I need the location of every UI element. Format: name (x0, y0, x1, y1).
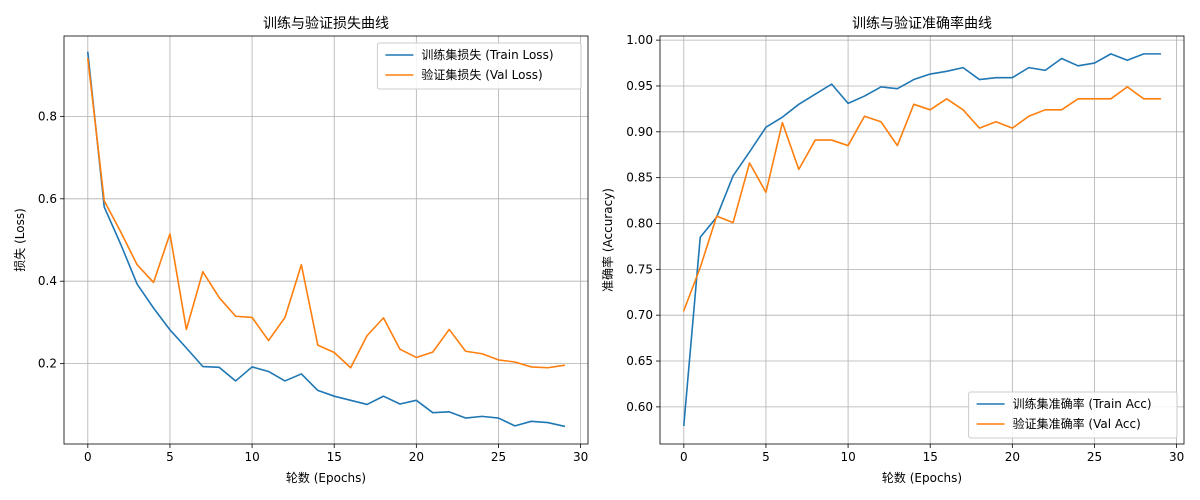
chart-title: 训练与验证损失曲线 (263, 16, 389, 32)
y-tick-label: 0.6 (38, 192, 57, 206)
y-tick-label: 0.2 (38, 357, 57, 371)
legend-box (376, 42, 582, 90)
axes-frame (659, 35, 1185, 445)
series-line-2 (86, 57, 566, 369)
x-tick-label: 10 (840, 450, 855, 464)
legend: 训练集准确率 (Train Acc) 验证集准确率 (Val Acc) (968, 391, 1178, 439)
chart-title: 训练与验证准确率曲线 (852, 15, 992, 32)
legend-entry: 训练集准确率 (Train Acc) (1013, 396, 1152, 411)
x-tick-label: 30 (573, 450, 588, 464)
y-tick-label: 0.65 (626, 354, 653, 368)
x-tick-label: 30 (1169, 450, 1184, 464)
y-tick-label: 0.4 (38, 274, 57, 288)
legend-entry: 验证集准确率 (Val Acc) (1013, 416, 1141, 431)
chart-2: 0 5 10 15 20 25 30 0.60 0.65 0.70 0.75 0.80 0.85 0.90… (600, 15, 1185, 485)
legend-box (968, 391, 1178, 439)
y-tick-label: 0.90 (626, 125, 653, 139)
legend-entry: 训练集损失 (Train Loss) (421, 47, 553, 62)
x-tick-label: 5 (166, 450, 174, 464)
x-tick-label: 0 (84, 450, 92, 464)
y-tick-label: 0.60 (626, 400, 653, 414)
y-tick-label: 0.75 (626, 262, 653, 276)
x-tick-label: 15 (923, 450, 938, 464)
series-line-1 (86, 51, 566, 428)
x-tick-label: 20 (1005, 450, 1020, 464)
x-tick-label: 0 (680, 450, 688, 464)
x-tick-label: 5 (762, 450, 770, 464)
x-axis-label: 轮数 (Epochs) (882, 470, 962, 485)
grid (660, 36, 1184, 444)
y-tick-label: 1.00 (626, 33, 653, 47)
y-tick-label: 0.95 (626, 79, 653, 93)
x-tick-label: 20 (409, 450, 424, 464)
x-tick-label: 15 (327, 450, 342, 464)
y-tick-label: 0.85 (626, 171, 653, 185)
y-axis-label: 损失 (Loss) (12, 208, 27, 272)
y-tick-label: 0.80 (626, 216, 653, 230)
x-tick-label: 25 (491, 450, 506, 464)
legend-entry: 验证集损失 (Val Loss) (421, 67, 542, 82)
y-axis-label: 准确率 (Accuracy) (600, 188, 615, 292)
series-line-1 (682, 53, 1161, 427)
x-tick-label: 10 (244, 450, 259, 464)
y-tick-label: 0.8 (38, 109, 57, 123)
x-axis-label: 轮数 (Epochs) (286, 470, 366, 485)
y-tick-label: 0.70 (626, 308, 653, 322)
legend: 训练集损失 (Train Loss) 验证集损失 (Val Loss) (376, 42, 582, 90)
series-line-2 (682, 86, 1161, 312)
x-tick-label: 25 (1087, 450, 1102, 464)
axes-frame (63, 35, 589, 445)
